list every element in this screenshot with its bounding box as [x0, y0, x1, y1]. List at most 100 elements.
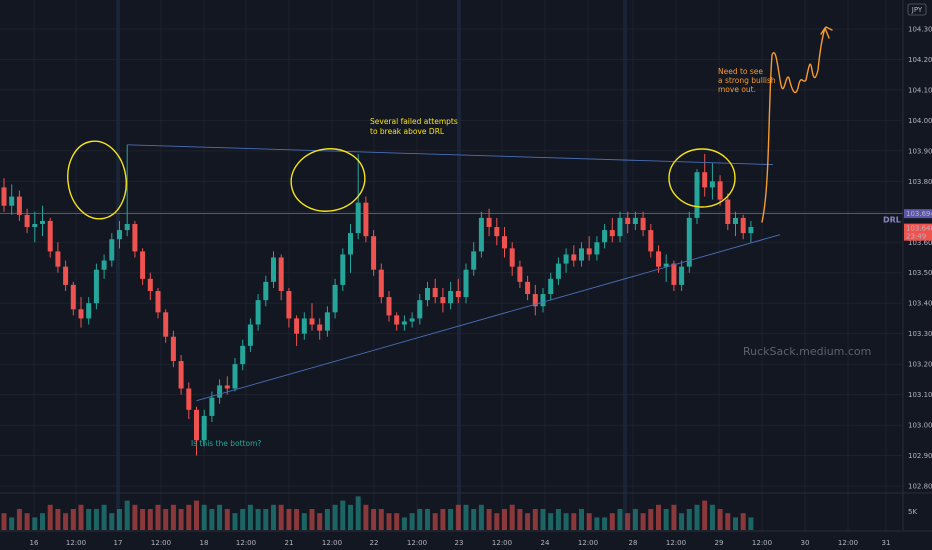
- candle-body: [355, 202, 361, 234]
- volume-bar: [355, 496, 361, 530]
- x-tick-label: 12:00: [66, 539, 86, 547]
- volume-axis-label: 5K: [908, 508, 917, 516]
- candle-body: [417, 300, 423, 319]
- candle-body: [525, 281, 531, 295]
- volume-bar: [240, 509, 246, 530]
- candle-body: [70, 284, 76, 310]
- volume-bar: [340, 500, 346, 530]
- volume-bar: [86, 509, 92, 530]
- volume-bar: [255, 509, 261, 530]
- volume-bar: [178, 509, 184, 530]
- candle-body: [386, 297, 392, 316]
- volume-bar: [147, 509, 153, 530]
- volume-bar: [563, 513, 569, 530]
- highlight-circle-1: [67, 140, 127, 220]
- x-tick-label: 29: [715, 539, 724, 547]
- y-tick-label: 103.400: [908, 300, 932, 308]
- candle-body: [625, 217, 631, 224]
- volume-bar: [494, 513, 500, 530]
- candle-body: [748, 227, 754, 234]
- candle-body: [733, 217, 738, 224]
- time-axis-ticks: 16 12:00 17 12:00 18 12:00 21 12:00 22 12:00 23 12:…: [30, 539, 891, 547]
- x-tick-label: 21: [285, 539, 294, 547]
- y-tick-label: 103.300: [908, 330, 932, 338]
- volume-bar: [394, 513, 400, 530]
- drl-label: DRL: [883, 216, 901, 225]
- candle-body: [317, 324, 323, 331]
- candle-body: [348, 233, 353, 255]
- volume-bar: [656, 504, 661, 530]
- volume-bar: [93, 509, 99, 530]
- session-band: [116, 0, 120, 531]
- volume-bar: [555, 509, 561, 530]
- volume-bar: [70, 509, 76, 530]
- candle-body: [217, 385, 223, 398]
- volume-bar: [294, 509, 300, 530]
- volume-bar: [733, 517, 738, 530]
- candle-body: [517, 266, 523, 282]
- candle-body: [509, 248, 515, 267]
- volume-bar: [463, 504, 469, 530]
- volume-bar: [32, 517, 38, 530]
- last-price-value: 103.648: [906, 225, 932, 233]
- session-band: [457, 0, 461, 531]
- volume-bar: [194, 500, 199, 530]
- volume-bar: [47, 504, 53, 530]
- y-tick-label: 102.800: [908, 483, 932, 491]
- candle-body: [340, 254, 346, 285]
- volume-bar: [401, 517, 407, 530]
- failed-attempts-note-line1: Several failed attempts: [370, 117, 458, 126]
- need-to-see-note-line3: move out.: [718, 85, 756, 94]
- volume-bar: [132, 504, 138, 530]
- volume-bar: [386, 513, 392, 530]
- volume-bar: [24, 513, 30, 530]
- candle-body: [170, 336, 176, 362]
- candle-body: [255, 300, 261, 325]
- volume-bar: [517, 509, 523, 530]
- candle-body: [378, 269, 384, 298]
- last-price-badge: [904, 223, 932, 241]
- volume-bar: [594, 517, 600, 530]
- candle-body: [448, 291, 454, 304]
- volume-bar: [740, 513, 746, 530]
- x-tick-label: 16: [30, 539, 39, 547]
- x-tick-label: 12:00: [666, 539, 686, 547]
- volume-bar: [486, 509, 492, 530]
- x-tick-label: 12:00: [752, 539, 772, 547]
- candle-body: [163, 312, 169, 337]
- x-tick-label: 12:00: [322, 539, 342, 547]
- candle-body: [455, 291, 461, 298]
- volume-bar: [278, 504, 284, 530]
- x-tick-label: 18: [200, 539, 209, 547]
- upper-trendline[interactable]: [127, 144, 774, 166]
- currency-badge[interactable]: [907, 3, 927, 16]
- candle-body: [47, 220, 53, 252]
- candle-body: [640, 217, 646, 231]
- volume-bar: [317, 513, 323, 530]
- volume-bar: [286, 509, 292, 530]
- candle-body: [725, 199, 731, 224]
- candle-body: [486, 217, 492, 228]
- volume-bar: [532, 509, 538, 530]
- x-tick-label: 23: [455, 539, 464, 547]
- candle-body: [502, 236, 507, 249]
- candle-body: [548, 278, 554, 295]
- candle-body: [648, 230, 654, 252]
- candle-body: [40, 220, 45, 224]
- lower-trendline[interactable]: [196, 234, 781, 402]
- candle-body: [140, 251, 146, 279]
- candle-body: [709, 181, 715, 188]
- candle-body: [16, 196, 22, 215]
- volume-bar: [663, 509, 669, 530]
- candle-body: [1, 187, 7, 206]
- candle-body: [63, 266, 69, 285]
- volume-bar: [702, 500, 708, 530]
- candle-body: [632, 217, 638, 224]
- candle-body: [594, 242, 600, 255]
- volume-bar: [324, 509, 330, 530]
- x-tick-label: 12:00: [236, 539, 256, 547]
- volume-bar: [609, 513, 615, 530]
- volume-bar: [78, 504, 84, 530]
- currency-badge-label: JPY: [911, 6, 923, 14]
